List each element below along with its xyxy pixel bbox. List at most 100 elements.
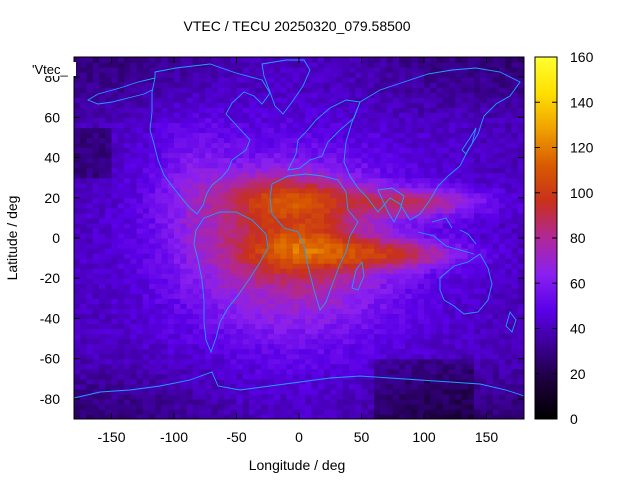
heatmap-cell xyxy=(424,398,431,405)
heatmap-cell xyxy=(224,293,231,299)
heatmap-cell xyxy=(292,303,300,309)
heatmap-cell xyxy=(117,378,125,385)
heatmap-cell xyxy=(399,62,406,68)
heatmap-cell xyxy=(299,298,306,304)
heatmap-cell xyxy=(330,212,338,219)
heatmap-cell xyxy=(399,137,406,144)
heatmap-cell xyxy=(411,368,419,375)
heatmap-cell xyxy=(386,117,394,123)
heatmap-cell xyxy=(236,313,244,320)
heatmap-cell xyxy=(292,263,300,269)
heatmap-cell xyxy=(80,217,88,224)
heatmap-cell xyxy=(142,152,150,159)
heatmap-cell xyxy=(286,258,294,264)
heatmap-cell xyxy=(449,142,456,149)
heatmap-cell xyxy=(474,157,481,164)
heatmap-cell xyxy=(380,222,388,229)
heatmap-cell xyxy=(261,373,269,380)
heatmap-cell xyxy=(480,328,488,335)
heatmap-cell xyxy=(192,72,200,78)
heatmap-cell xyxy=(392,72,400,78)
heatmap-cell xyxy=(224,373,231,380)
heatmap-cell xyxy=(86,127,94,134)
heatmap-cell xyxy=(124,172,131,179)
heatmap-cell xyxy=(430,238,438,244)
heatmap-cell xyxy=(380,207,388,214)
heatmap-cell xyxy=(99,222,106,229)
heatmap-cell xyxy=(361,253,369,259)
heatmap-cell xyxy=(417,162,425,169)
heatmap-cell xyxy=(286,132,294,139)
heatmap-cell xyxy=(274,268,281,274)
heatmap-cell xyxy=(105,172,113,179)
heatmap-cell xyxy=(449,298,456,304)
heatmap-cell xyxy=(455,127,463,134)
heatmap-cell xyxy=(230,77,238,83)
heatmap-cell xyxy=(230,413,238,419)
heatmap-cell xyxy=(499,378,506,385)
heatmap-cell xyxy=(349,87,356,93)
heatmap-cell xyxy=(311,142,319,149)
heatmap-cell xyxy=(455,87,463,93)
heatmap-cell xyxy=(130,197,138,204)
heatmap-cell xyxy=(405,363,413,370)
heatmap-cell xyxy=(217,167,225,174)
heatmap-cell xyxy=(217,187,225,194)
heatmap-cell xyxy=(167,157,175,164)
heatmap-cell xyxy=(374,197,381,204)
heatmap-cell xyxy=(99,383,106,390)
heatmap-cell xyxy=(117,328,125,335)
heatmap-cell xyxy=(317,167,325,174)
heatmap-cell xyxy=(417,263,425,269)
heatmap-cell xyxy=(261,57,269,63)
heatmap-cell xyxy=(261,182,269,189)
heatmap-cell xyxy=(124,278,131,284)
heatmap-cell xyxy=(405,167,413,174)
heatmap-cell xyxy=(349,77,356,83)
heatmap-cell xyxy=(386,383,394,390)
heatmap-cell xyxy=(336,268,344,274)
heatmap-cell xyxy=(230,177,238,184)
heatmap-cell xyxy=(174,413,181,419)
heatmap-cell xyxy=(336,363,344,370)
heatmap-cell xyxy=(261,328,269,335)
heatmap-cell xyxy=(74,172,81,179)
heatmap-cell xyxy=(374,192,381,199)
heatmap-cell xyxy=(155,243,163,249)
heatmap-cell xyxy=(486,62,494,68)
heatmap-cell xyxy=(111,82,119,88)
heatmap-cell xyxy=(449,318,456,325)
heatmap-cell xyxy=(461,202,469,209)
heatmap-cell xyxy=(442,283,450,289)
heatmap-cell xyxy=(230,373,238,380)
heatmap-cell xyxy=(267,62,275,68)
heatmap-cell xyxy=(492,328,500,335)
heatmap-cell xyxy=(86,222,94,229)
heatmap-cell xyxy=(280,102,288,108)
heatmap-cell xyxy=(255,147,263,154)
heatmap-cell xyxy=(367,62,375,68)
heatmap-cell xyxy=(174,132,181,139)
heatmap-cell xyxy=(361,82,369,88)
heatmap-cell xyxy=(399,343,406,350)
heatmap-cell xyxy=(342,393,350,400)
heatmap-cell xyxy=(386,107,394,113)
heatmap-cell xyxy=(92,147,100,154)
heatmap-cell xyxy=(124,137,131,144)
heatmap-cell xyxy=(136,57,144,63)
heatmap-cell xyxy=(467,107,475,113)
heatmap-cell xyxy=(199,413,206,419)
heatmap-cell xyxy=(86,172,94,179)
heatmap-cell xyxy=(317,157,325,164)
heatmap-cell xyxy=(161,167,169,174)
heatmap-cell xyxy=(167,217,175,224)
heatmap-cell xyxy=(80,182,88,189)
heatmap-cell xyxy=(342,82,350,88)
heatmap-cell xyxy=(442,343,450,350)
heatmap-cell xyxy=(380,167,388,174)
heatmap-cell xyxy=(424,348,431,355)
heatmap-cell xyxy=(261,92,269,98)
heatmap-cell xyxy=(474,187,481,194)
heatmap-cell xyxy=(99,217,106,224)
heatmap-cell xyxy=(405,142,413,149)
